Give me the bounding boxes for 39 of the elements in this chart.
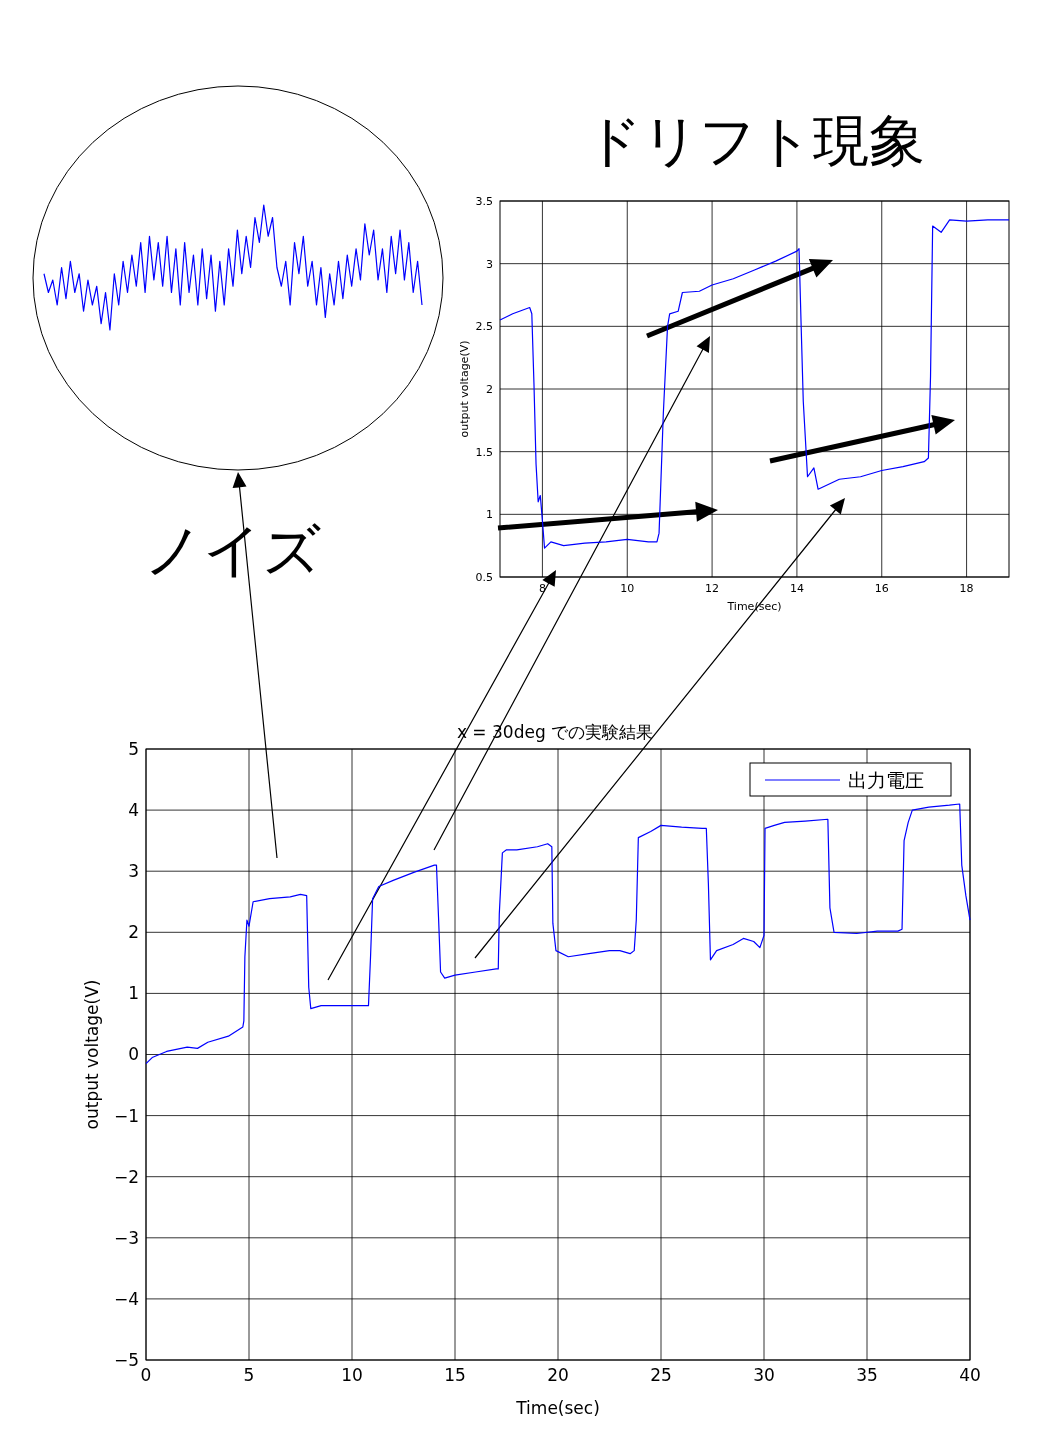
- y-tick-label: 0: [128, 1044, 139, 1065]
- chart-title: ドリフト現象: [585, 110, 925, 172]
- x-tick-label: 8: [538, 582, 546, 595]
- y-tick-label: 2.5: [475, 320, 493, 334]
- y-tick-label: 3: [128, 861, 139, 882]
- x-tick-label: 40: [959, 1365, 981, 1385]
- line-series: [499, 219, 1010, 549]
- y-tick-label: −2: [113, 1166, 139, 1187]
- x-axis-title: Time(sec): [515, 1398, 600, 1418]
- y-axis-title: output voltage(V): [458, 340, 471, 438]
- x-tick-label: 12: [705, 582, 720, 595]
- y-tick-label: 3.5: [475, 194, 493, 208]
- x-tick-label: 25: [650, 1365, 672, 1385]
- x-tick-label: 10: [341, 1365, 363, 1385]
- y-tick-label: 5: [128, 738, 139, 759]
- x-tick-label: 35: [856, 1365, 878, 1385]
- y-tick-label: 0.5: [475, 570, 493, 584]
- y-tick-label: 1: [128, 983, 139, 1004]
- x-tick-label: 30: [753, 1365, 775, 1385]
- y-tick-label: 4: [128, 800, 139, 821]
- y-tick-label: 1.5: [475, 445, 493, 459]
- y-tick-label: 1: [486, 508, 493, 522]
- x-tick-label: 10: [620, 582, 635, 595]
- y-tick-label: −5: [113, 1349, 139, 1370]
- y-tick-label: 2: [128, 922, 139, 943]
- x-tick-label: 20: [547, 1365, 569, 1385]
- y-tick-label: −1: [113, 1105, 139, 1126]
- legend-label: 出力電圧: [848, 769, 924, 791]
- x-tick-label: 18: [959, 582, 974, 595]
- x-tick-label: 16: [874, 582, 889, 595]
- x-tick-label: 15: [444, 1365, 466, 1385]
- y-tick-label: −4: [113, 1288, 139, 1309]
- line-series: [145, 803, 971, 1065]
- y-tick-label: 2: [486, 382, 493, 396]
- y-tick-label: −3: [113, 1227, 139, 1248]
- y-tick-label: 3: [486, 257, 493, 271]
- x-tick-label: 5: [243, 1365, 255, 1385]
- y-axis-title: output voltage(V): [82, 979, 102, 1130]
- x-tick-label: 14: [789, 582, 804, 595]
